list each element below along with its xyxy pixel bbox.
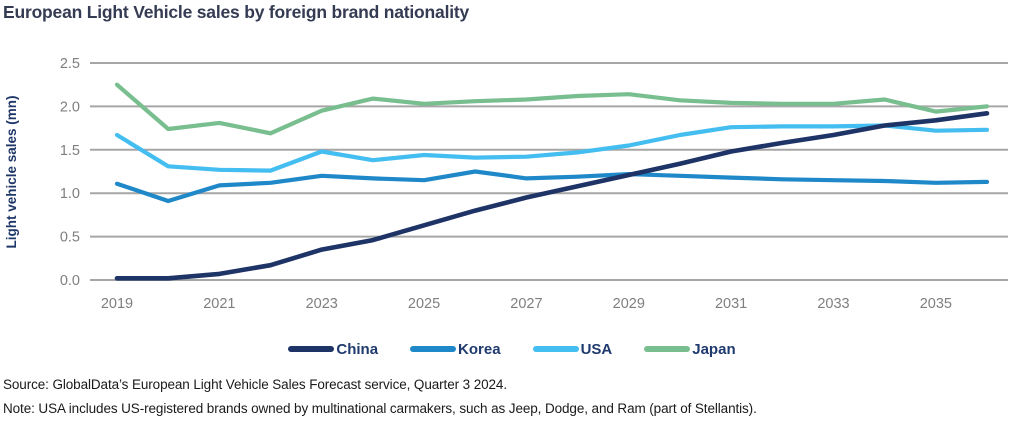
series-line-korea (114, 169, 990, 204)
x-tick-label: 2035 (920, 296, 952, 312)
legend-label-japan: Japan (692, 340, 736, 358)
legend-label-usa: USA (580, 340, 613, 358)
legend-swatch-japan (644, 346, 691, 352)
series-line-japan (114, 82, 990, 136)
note-text: Note: USA includes US-registered brands … (3, 401, 757, 416)
legend-swatch-korea (410, 346, 457, 352)
legend-label-china: China (336, 340, 379, 358)
x-tick-label: 2027 (510, 296, 542, 312)
legend-item-korea: Korea (410, 341, 501, 358)
chart-title: European Light Vehicle sales by foreign … (3, 2, 470, 22)
source-text: Source: GlobalData’s European Light Vehi… (3, 377, 507, 392)
legend-label-korea: Korea (458, 340, 501, 358)
x-tick-label: 2029 (613, 296, 645, 312)
x-tick-label: 2025 (408, 296, 440, 312)
series-line-usa (114, 123, 990, 173)
legend-item-usa: USA (532, 340, 613, 358)
y-tick-label: 1.0 (60, 186, 80, 202)
x-tick-label: 2023 (306, 296, 338, 312)
y-tick-label: 2.5 (60, 56, 80, 72)
legend-swatch-china (288, 346, 335, 352)
legend-swatch-usa (532, 346, 579, 352)
line-chart: 0.0 0.5 1.0 1.5 2.0 2.5 2019 2021 2023 2025 2027 20… (60, 56, 1008, 312)
x-tick-label: 2033 (817, 296, 849, 312)
chart-legend: China Korea USA Japan (0, 337, 1024, 361)
y-tick-label: 1.5 (60, 143, 80, 159)
x-tick-label: 2031 (715, 296, 747, 312)
y-tick-label: 0.0 (60, 273, 80, 289)
y-tick-label: 2.0 (60, 99, 80, 115)
x-tick-label: 2019 (101, 296, 133, 312)
x-tick-label: 2021 (203, 296, 235, 312)
y-tick-label: 0.5 (60, 230, 80, 246)
legend-item-japan: Japan (644, 340, 736, 358)
legend-item-china: China (288, 341, 378, 358)
series-line-china (114, 111, 990, 281)
